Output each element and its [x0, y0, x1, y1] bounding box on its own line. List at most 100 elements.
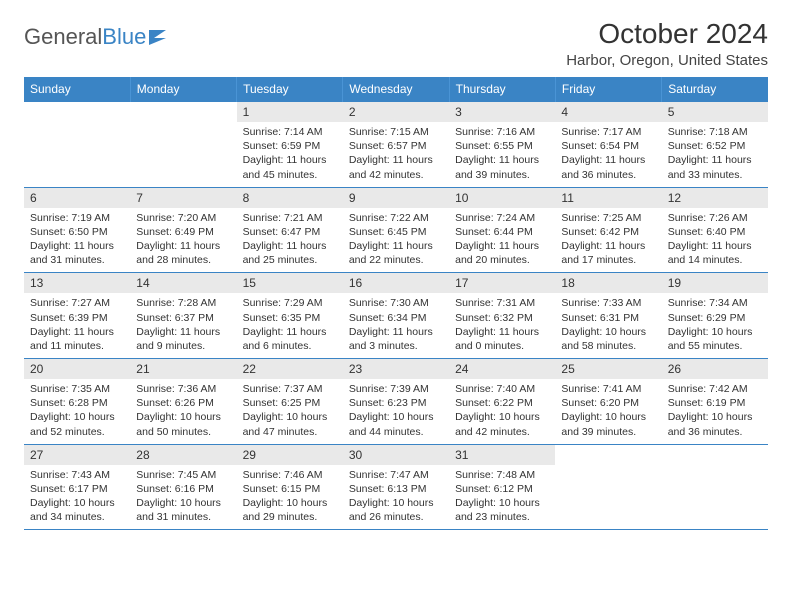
sunrise-text: Sunrise: 7:15 AM: [349, 125, 443, 139]
daylight-text: Daylight: 11 hours and 17 minutes.: [561, 239, 655, 267]
calendar-cell: 15Sunrise: 7:29 AMSunset: 6:35 PMDayligh…: [237, 273, 343, 359]
calendar-cell: 2Sunrise: 7:15 AMSunset: 6:57 PMDaylight…: [343, 102, 449, 188]
sunrise-text: Sunrise: 7:43 AM: [30, 468, 124, 482]
day-details: Sunrise: 7:20 AMSunset: 6:49 PMDaylight:…: [130, 208, 236, 273]
title-block: October 2024 Harbor, Oregon, United Stat…: [566, 18, 768, 69]
calendar-cell: 26Sunrise: 7:42 AMSunset: 6:19 PMDayligh…: [662, 359, 768, 445]
daylight-text: Daylight: 11 hours and 6 minutes.: [243, 325, 337, 353]
day-details: Sunrise: 7:45 AMSunset: 6:16 PMDaylight:…: [130, 465, 236, 530]
sunset-text: Sunset: 6:54 PM: [561, 139, 655, 153]
daylight-text: Daylight: 11 hours and 31 minutes.: [30, 239, 124, 267]
calendar-cell: 7Sunrise: 7:20 AMSunset: 6:49 PMDaylight…: [130, 187, 236, 273]
sunrise-text: Sunrise: 7:14 AM: [243, 125, 337, 139]
sunset-text: Sunset: 6:29 PM: [668, 311, 762, 325]
daylight-text: Daylight: 10 hours and 58 minutes.: [561, 325, 655, 353]
day-number: 25: [555, 359, 661, 379]
daylight-text: Daylight: 10 hours and 36 minutes.: [668, 410, 762, 438]
sunset-text: Sunset: 6:22 PM: [455, 396, 549, 410]
calendar-cell: 6Sunrise: 7:19 AMSunset: 6:50 PMDaylight…: [24, 187, 130, 273]
daylight-text: Daylight: 11 hours and 39 minutes.: [455, 153, 549, 181]
sunrise-text: Sunrise: 7:34 AM: [668, 296, 762, 310]
day-number: 22: [237, 359, 343, 379]
calendar-cell: 4Sunrise: 7:17 AMSunset: 6:54 PMDaylight…: [555, 102, 661, 188]
day-details: Sunrise: 7:43 AMSunset: 6:17 PMDaylight:…: [24, 465, 130, 530]
logo-text-1: General: [24, 24, 102, 50]
calendar-cell: 10Sunrise: 7:24 AMSunset: 6:44 PMDayligh…: [449, 187, 555, 273]
sunset-text: Sunset: 6:45 PM: [349, 225, 443, 239]
day-details: Sunrise: 7:36 AMSunset: 6:26 PMDaylight:…: [130, 379, 236, 444]
daylight-text: Daylight: 11 hours and 28 minutes.: [136, 239, 230, 267]
sunset-text: Sunset: 6:49 PM: [136, 225, 230, 239]
calendar-cell: 30Sunrise: 7:47 AMSunset: 6:13 PMDayligh…: [343, 444, 449, 530]
daylight-text: Daylight: 10 hours and 55 minutes.: [668, 325, 762, 353]
day-details: Sunrise: 7:16 AMSunset: 6:55 PMDaylight:…: [449, 122, 555, 187]
day-number: 7: [130, 188, 236, 208]
sunrise-text: Sunrise: 7:16 AM: [455, 125, 549, 139]
sunrise-text: Sunrise: 7:30 AM: [349, 296, 443, 310]
header: GeneralBlue October 2024 Harbor, Oregon,…: [24, 18, 768, 69]
day-details: Sunrise: 7:31 AMSunset: 6:32 PMDaylight:…: [449, 293, 555, 358]
day-details: Sunrise: 7:30 AMSunset: 6:34 PMDaylight:…: [343, 293, 449, 358]
calendar-cell: 17Sunrise: 7:31 AMSunset: 6:32 PMDayligh…: [449, 273, 555, 359]
day-number: 20: [24, 359, 130, 379]
daylight-text: Daylight: 10 hours and 52 minutes.: [30, 410, 124, 438]
sunset-text: Sunset: 6:20 PM: [561, 396, 655, 410]
day-details: Sunrise: 7:21 AMSunset: 6:47 PMDaylight:…: [237, 208, 343, 273]
calendar-cell: 13Sunrise: 7:27 AMSunset: 6:39 PMDayligh…: [24, 273, 130, 359]
day-details: Sunrise: 7:22 AMSunset: 6:45 PMDaylight:…: [343, 208, 449, 273]
daylight-text: Daylight: 10 hours and 31 minutes.: [136, 496, 230, 524]
day-number: 16: [343, 273, 449, 293]
sunset-text: Sunset: 6:23 PM: [349, 396, 443, 410]
day-details: Sunrise: 7:29 AMSunset: 6:35 PMDaylight:…: [237, 293, 343, 358]
day-number: 6: [24, 188, 130, 208]
sunset-text: Sunset: 6:52 PM: [668, 139, 762, 153]
calendar-row: 1Sunrise: 7:14 AMSunset: 6:59 PMDaylight…: [24, 102, 768, 188]
weekday-header: Wednesday: [343, 77, 449, 102]
sunrise-text: Sunrise: 7:37 AM: [243, 382, 337, 396]
sunset-text: Sunset: 6:25 PM: [243, 396, 337, 410]
sunrise-text: Sunrise: 7:24 AM: [455, 211, 549, 225]
day-details: Sunrise: 7:18 AMSunset: 6:52 PMDaylight:…: [662, 122, 768, 187]
day-number: 18: [555, 273, 661, 293]
calendar-cell: 5Sunrise: 7:18 AMSunset: 6:52 PMDaylight…: [662, 102, 768, 188]
day-number: 21: [130, 359, 236, 379]
sunset-text: Sunset: 6:19 PM: [668, 396, 762, 410]
daylight-text: Daylight: 11 hours and 33 minutes.: [668, 153, 762, 181]
calendar: Sunday Monday Tuesday Wednesday Thursday…: [24, 77, 768, 530]
sunrise-text: Sunrise: 7:42 AM: [668, 382, 762, 396]
calendar-row: 27Sunrise: 7:43 AMSunset: 6:17 PMDayligh…: [24, 444, 768, 530]
calendar-row: 20Sunrise: 7:35 AMSunset: 6:28 PMDayligh…: [24, 359, 768, 445]
daylight-text: Daylight: 10 hours and 26 minutes.: [349, 496, 443, 524]
day-details: Sunrise: 7:41 AMSunset: 6:20 PMDaylight:…: [555, 379, 661, 444]
calendar-cell: 25Sunrise: 7:41 AMSunset: 6:20 PMDayligh…: [555, 359, 661, 445]
day-number: 28: [130, 445, 236, 465]
logo: GeneralBlue: [24, 18, 168, 50]
daylight-text: Daylight: 10 hours and 39 minutes.: [561, 410, 655, 438]
weekday-header: Friday: [555, 77, 661, 102]
calendar-cell: 14Sunrise: 7:28 AMSunset: 6:37 PMDayligh…: [130, 273, 236, 359]
daylight-text: Daylight: 11 hours and 3 minutes.: [349, 325, 443, 353]
day-details: Sunrise: 7:48 AMSunset: 6:12 PMDaylight:…: [449, 465, 555, 530]
calendar-cell: 16Sunrise: 7:30 AMSunset: 6:34 PMDayligh…: [343, 273, 449, 359]
calendar-cell: [24, 102, 130, 188]
sunset-text: Sunset: 6:26 PM: [136, 396, 230, 410]
calendar-cell: 31Sunrise: 7:48 AMSunset: 6:12 PMDayligh…: [449, 444, 555, 530]
sunset-text: Sunset: 6:44 PM: [455, 225, 549, 239]
sunrise-text: Sunrise: 7:18 AM: [668, 125, 762, 139]
day-details: Sunrise: 7:47 AMSunset: 6:13 PMDaylight:…: [343, 465, 449, 530]
daylight-text: Daylight: 10 hours and 47 minutes.: [243, 410, 337, 438]
day-number: 29: [237, 445, 343, 465]
day-details: Sunrise: 7:33 AMSunset: 6:31 PMDaylight:…: [555, 293, 661, 358]
sunrise-text: Sunrise: 7:45 AM: [136, 468, 230, 482]
day-number: 10: [449, 188, 555, 208]
sunrise-text: Sunrise: 7:41 AM: [561, 382, 655, 396]
sunrise-text: Sunrise: 7:48 AM: [455, 468, 549, 482]
day-number: 30: [343, 445, 449, 465]
sunrise-text: Sunrise: 7:40 AM: [455, 382, 549, 396]
day-number: 23: [343, 359, 449, 379]
day-number: 13: [24, 273, 130, 293]
daylight-text: Daylight: 10 hours and 42 minutes.: [455, 410, 549, 438]
daylight-text: Daylight: 10 hours and 44 minutes.: [349, 410, 443, 438]
sunset-text: Sunset: 6:42 PM: [561, 225, 655, 239]
calendar-cell: 3Sunrise: 7:16 AMSunset: 6:55 PMDaylight…: [449, 102, 555, 188]
